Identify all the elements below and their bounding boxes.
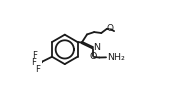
Text: O: O	[89, 52, 96, 61]
Text: F: F	[31, 58, 36, 67]
Text: F: F	[35, 65, 40, 74]
Text: NH₂: NH₂	[107, 53, 125, 62]
Text: O: O	[107, 24, 114, 33]
Text: N: N	[93, 43, 101, 52]
Text: F: F	[33, 51, 38, 60]
